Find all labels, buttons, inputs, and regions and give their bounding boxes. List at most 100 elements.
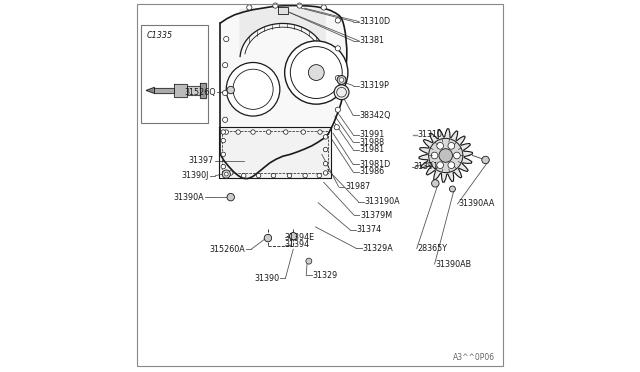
Circle shape <box>337 76 346 84</box>
Circle shape <box>301 130 305 134</box>
Text: 31394: 31394 <box>285 240 310 249</box>
Circle shape <box>271 173 276 178</box>
Text: 315260A: 315260A <box>209 245 245 254</box>
Text: 31390J: 31390J <box>182 171 209 180</box>
Circle shape <box>323 147 328 152</box>
Text: 31381: 31381 <box>359 36 384 45</box>
Polygon shape <box>240 9 325 57</box>
Text: 31310D: 31310D <box>359 17 390 26</box>
Circle shape <box>246 5 252 10</box>
Circle shape <box>297 3 302 8</box>
Circle shape <box>335 107 340 112</box>
Polygon shape <box>419 129 472 182</box>
Circle shape <box>273 3 278 8</box>
Circle shape <box>223 117 228 122</box>
Circle shape <box>227 62 280 116</box>
Text: 31986: 31986 <box>359 167 384 176</box>
Polygon shape <box>200 83 206 98</box>
Circle shape <box>287 173 292 178</box>
Circle shape <box>223 90 228 96</box>
Text: 31394E: 31394E <box>285 233 315 242</box>
Text: A3^^0P06: A3^^0P06 <box>452 353 495 362</box>
Text: 31329A: 31329A <box>363 244 394 253</box>
Circle shape <box>321 5 326 10</box>
Text: 31390: 31390 <box>254 274 279 283</box>
Circle shape <box>431 180 439 187</box>
Circle shape <box>225 172 228 176</box>
Circle shape <box>224 130 228 134</box>
Circle shape <box>222 170 230 178</box>
Text: 313190A: 313190A <box>365 197 400 206</box>
Text: 31981D: 31981D <box>359 160 390 169</box>
Text: 31390AB: 31390AB <box>435 260 472 269</box>
Text: 31397: 31397 <box>189 156 214 165</box>
Bar <box>141 25 209 123</box>
Circle shape <box>335 46 340 51</box>
Text: 31526Q: 31526Q <box>184 88 216 97</box>
Circle shape <box>335 76 340 81</box>
Circle shape <box>228 171 233 175</box>
Text: 31987: 31987 <box>346 182 371 191</box>
Polygon shape <box>278 7 288 14</box>
Circle shape <box>221 152 225 157</box>
Circle shape <box>227 193 234 201</box>
Text: 31379M: 31379M <box>360 211 392 219</box>
Circle shape <box>284 130 288 134</box>
Text: C1335: C1335 <box>147 31 172 40</box>
Circle shape <box>437 142 444 149</box>
Polygon shape <box>147 87 154 93</box>
Circle shape <box>221 138 225 143</box>
Circle shape <box>227 86 234 94</box>
Circle shape <box>448 162 454 169</box>
Circle shape <box>289 232 297 240</box>
Circle shape <box>318 130 322 134</box>
Circle shape <box>221 130 225 134</box>
Circle shape <box>454 152 460 159</box>
Circle shape <box>323 171 328 175</box>
Polygon shape <box>220 6 347 179</box>
Circle shape <box>236 130 241 134</box>
Circle shape <box>339 78 344 82</box>
Circle shape <box>429 138 463 173</box>
Text: 38342Q: 38342Q <box>359 111 390 120</box>
Polygon shape <box>174 84 187 97</box>
Text: 31329: 31329 <box>312 271 338 280</box>
Circle shape <box>257 173 261 178</box>
Circle shape <box>439 149 452 162</box>
Text: 31391: 31391 <box>413 162 439 171</box>
Circle shape <box>335 18 340 23</box>
Circle shape <box>334 85 349 100</box>
Circle shape <box>221 164 225 169</box>
Text: 31981: 31981 <box>359 145 384 154</box>
Circle shape <box>308 65 324 80</box>
Polygon shape <box>219 127 331 178</box>
Text: 31390AA: 31390AA <box>458 199 495 208</box>
Circle shape <box>437 162 444 169</box>
Polygon shape <box>187 86 200 95</box>
Circle shape <box>285 41 348 104</box>
Circle shape <box>266 130 271 134</box>
Text: 31991: 31991 <box>359 130 384 139</box>
Circle shape <box>482 156 489 164</box>
Circle shape <box>317 173 321 178</box>
Circle shape <box>334 125 339 130</box>
Text: 31374: 31374 <box>356 225 381 234</box>
Circle shape <box>303 173 307 178</box>
Circle shape <box>264 234 271 242</box>
Text: 31390A: 31390A <box>173 193 204 202</box>
Circle shape <box>448 142 454 149</box>
Text: 31310: 31310 <box>417 130 442 139</box>
Polygon shape <box>154 88 174 93</box>
Circle shape <box>241 173 246 178</box>
Circle shape <box>449 186 456 192</box>
Text: 31319P: 31319P <box>359 81 389 90</box>
Circle shape <box>306 258 312 264</box>
Circle shape <box>223 62 228 68</box>
Circle shape <box>323 135 328 139</box>
Text: 28365Y: 28365Y <box>417 244 447 253</box>
Circle shape <box>323 161 328 166</box>
Circle shape <box>223 36 229 42</box>
Circle shape <box>251 130 255 134</box>
Text: 31988: 31988 <box>359 138 384 147</box>
Circle shape <box>431 152 438 159</box>
